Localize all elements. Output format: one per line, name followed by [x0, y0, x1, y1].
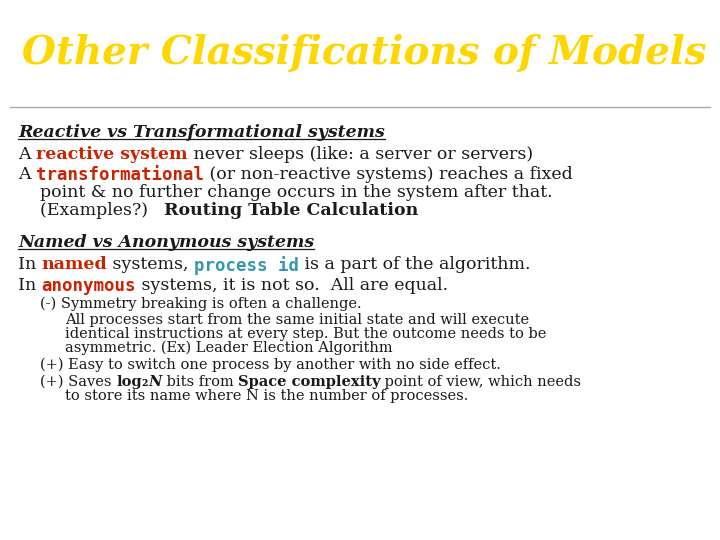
Text: (-) Symmetry breaking is often a challenge.: (-) Symmetry breaking is often a challen… — [40, 296, 361, 311]
Text: A: A — [18, 146, 36, 163]
Text: asymmetric. (Ex) Leader Election Algorithm: asymmetric. (Ex) Leader Election Algorit… — [65, 341, 392, 355]
Text: In: In — [18, 276, 42, 294]
Text: is a part of the algorithm.: is a part of the algorithm. — [300, 256, 531, 273]
Text: named: named — [42, 256, 107, 273]
Text: log: log — [116, 375, 142, 389]
Text: never sleeps (like: a server or servers): never sleeps (like: a server or servers) — [187, 146, 533, 163]
Text: transformational: transformational — [36, 166, 204, 184]
Text: point & no further change occurs in the system after that.: point & no further change occurs in the … — [40, 184, 553, 201]
Text: systems, it is not so.  All are equal.: systems, it is not so. All are equal. — [136, 276, 449, 294]
Text: reactive system: reactive system — [36, 146, 187, 163]
Text: ₂: ₂ — [142, 375, 148, 389]
Text: In: In — [18, 256, 42, 273]
Text: Other Classifications of Models: Other Classifications of Models — [22, 35, 706, 72]
Text: anonymous: anonymous — [42, 276, 136, 294]
Text: (or non-reactive systems) reaches a fixed: (or non-reactive systems) reaches a fixe… — [204, 166, 572, 183]
Text: to store its name where N is the number of processes.: to store its name where N is the number … — [65, 389, 469, 403]
Text: identical instructions at every step. But the outcome needs to be: identical instructions at every step. Bu… — [65, 327, 546, 341]
Text: (+) Saves: (+) Saves — [40, 375, 116, 389]
Text: (Examples?): (Examples?) — [40, 202, 164, 219]
Text: Reactive vs Transformational systems: Reactive vs Transformational systems — [18, 124, 384, 141]
Text: bits from: bits from — [161, 375, 238, 389]
Text: systems,: systems, — [107, 256, 194, 273]
Text: Routing Table Calculation: Routing Table Calculation — [164, 202, 419, 219]
Text: All processes start from the same initial state and will execute: All processes start from the same initia… — [65, 313, 529, 327]
Text: point of view, which needs: point of view, which needs — [380, 375, 582, 389]
Text: N: N — [148, 375, 161, 389]
Text: Named vs Anonymous systems: Named vs Anonymous systems — [18, 234, 314, 252]
Text: (+) Easy to switch one process by another with no side effect.: (+) Easy to switch one process by anothe… — [40, 357, 501, 372]
Text: A: A — [18, 166, 36, 183]
Text: process id: process id — [194, 256, 300, 275]
Text: Space complexity: Space complexity — [238, 375, 380, 389]
